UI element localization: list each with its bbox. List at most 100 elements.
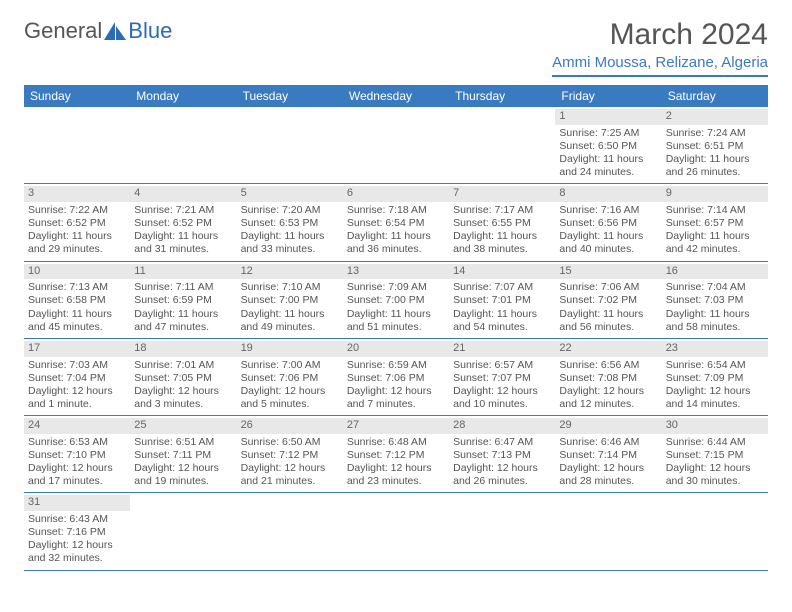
calendar-cell-empty (449, 107, 555, 184)
calendar-cell-empty (343, 493, 449, 570)
calendar-cell: 7 Sunrise: 7:17 AM Sunset: 6:55 PM Daylig… (449, 184, 555, 261)
day-details: Sunrise: 7:21 AM Sunset: 6:52 PM Dayligh… (134, 204, 232, 257)
day-number: 13 (343, 264, 449, 280)
weekday-header: Thursday (449, 85, 555, 107)
day-details: Sunrise: 7:01 AM Sunset: 7:05 PM Dayligh… (134, 359, 232, 412)
day-details: Sunrise: 7:16 AM Sunset: 6:56 PM Dayligh… (559, 204, 657, 257)
day-number: 12 (237, 264, 343, 280)
calendar-cell-empty (130, 107, 236, 184)
day-details: Sunrise: 7:24 AM Sunset: 6:51 PM Dayligh… (666, 127, 764, 180)
day-number: 25 (130, 418, 236, 434)
day-details: Sunrise: 6:57 AM Sunset: 7:07 PM Dayligh… (453, 359, 551, 412)
calendar-cell: 20 Sunrise: 6:59 AM Sunset: 7:06 PM Dayli… (343, 338, 449, 415)
day-number: 4 (130, 186, 236, 202)
day-details: Sunrise: 7:13 AM Sunset: 6:58 PM Dayligh… (28, 281, 126, 334)
day-number: 29 (555, 418, 661, 434)
calendar-cell-empty (449, 493, 555, 570)
day-details: Sunrise: 7:25 AM Sunset: 6:50 PM Dayligh… (559, 127, 657, 180)
calendar-cell: 15Sunrise: 7:06 AM Sunset: 7:02 PM Dayli… (555, 261, 661, 338)
day-number: 31 (24, 495, 130, 511)
day-number: 7 (449, 186, 555, 202)
weekday-header: Saturday (662, 85, 768, 107)
calendar-cell: 19Sunrise: 7:00 AM Sunset: 7:06 PM Dayli… (237, 338, 343, 415)
calendar-cell: 29Sunrise: 6:46 AM Sunset: 7:14 PM Dayli… (555, 416, 661, 493)
calendar-cell: 31 Sunrise: 6:43 AM Sunset: 7:16 PM Dayli… (24, 493, 130, 570)
day-number: 9 (662, 186, 768, 202)
weekday-header: Sunday (24, 85, 130, 107)
day-number: 18 (130, 341, 236, 357)
calendar-cell: 3 Sunrise: 7:22 AM Sunset: 6:52 PM Daylig… (24, 184, 130, 261)
calendar-cell-empty (343, 107, 449, 184)
brand-logo: General Blue (24, 18, 172, 44)
day-number: 27 (343, 418, 449, 434)
calendar-cell: 16Sunrise: 7:04 AM Sunset: 7:03 PM Dayli… (662, 261, 768, 338)
day-details: Sunrise: 6:43 AM Sunset: 7:16 PM Dayligh… (28, 513, 126, 566)
day-number: 23 (662, 341, 768, 357)
day-number: 21 (449, 341, 555, 357)
day-details: Sunrise: 6:47 AM Sunset: 7:13 PM Dayligh… (453, 436, 551, 489)
day-details: Sunrise: 7:09 AM Sunset: 7:00 PM Dayligh… (347, 281, 445, 334)
header: General Blue March 2024 Ammi Moussa, Rel… (24, 18, 768, 77)
day-details: Sunrise: 6:48 AM Sunset: 7:12 PM Dayligh… (347, 436, 445, 489)
calendar-cell: 14Sunrise: 7:07 AM Sunset: 7:01 PM Dayli… (449, 261, 555, 338)
day-number: 11 (130, 264, 236, 280)
calendar-cell: 17 Sunrise: 7:03 AM Sunset: 7:04 PM Dayli… (24, 338, 130, 415)
calendar-cell: 21 Sunrise: 6:57 AM Sunset: 7:07 PM Dayli… (449, 338, 555, 415)
day-details: Sunrise: 7:17 AM Sunset: 6:55 PM Dayligh… (453, 204, 551, 257)
calendar-cell: 13Sunrise: 7:09 AM Sunset: 7:00 PM Dayli… (343, 261, 449, 338)
day-details: Sunrise: 7:18 AM Sunset: 6:54 PM Dayligh… (347, 204, 445, 257)
day-number: 14 (449, 264, 555, 280)
calendar-table: SundayMondayTuesdayWednesdayThursdayFrid… (24, 85, 768, 571)
day-number: 16 (662, 264, 768, 280)
day-number: 1 (555, 109, 661, 125)
calendar-cell: 6Sunrise: 7:18 AM Sunset: 6:54 PM Daylig… (343, 184, 449, 261)
day-details: Sunrise: 7:20 AM Sunset: 6:53 PM Dayligh… (241, 204, 339, 257)
day-number: 30 (662, 418, 768, 434)
title-block: March 2024 Ammi Moussa, Relizane, Algeri… (552, 18, 768, 77)
calendar-cell: 30 Sunrise: 6:44 AM Sunset: 7:15 PM Dayli… (662, 416, 768, 493)
day-number: 10 (24, 264, 130, 280)
sail-icon (104, 22, 126, 40)
calendar-cell: 9Sunrise: 7:14 AM Sunset: 6:57 PM Daylig… (662, 184, 768, 261)
calendar-cell: 25 Sunrise: 6:51 AM Sunset: 7:11 PM Dayli… (130, 416, 236, 493)
day-details: Sunrise: 7:00 AM Sunset: 7:06 PM Dayligh… (241, 359, 339, 412)
brand-part2: Blue (128, 18, 172, 44)
calendar-cell: 12Sunrise: 7:10 AM Sunset: 7:00 PM Dayli… (237, 261, 343, 338)
day-number: 8 (555, 186, 661, 202)
calendar-cell: 24 Sunrise: 6:53 AM Sunset: 7:10 PM Dayli… (24, 416, 130, 493)
calendar-cell-empty (555, 493, 661, 570)
calendar-cell: 22Sunrise: 6:56 AM Sunset: 7:08 PM Dayli… (555, 338, 661, 415)
page-subtitle: Ammi Moussa, Relizane, Algeria (552, 54, 768, 77)
calendar-cell: 26 Sunrise: 6:50 AM Sunset: 7:12 PM Dayli… (237, 416, 343, 493)
calendar-cell-empty (662, 493, 768, 570)
day-details: Sunrise: 6:44 AM Sunset: 7:15 PM Dayligh… (666, 436, 764, 489)
day-details: Sunrise: 7:07 AM Sunset: 7:01 PM Dayligh… (453, 281, 551, 334)
day-number: 5 (237, 186, 343, 202)
page-title: March 2024 (552, 18, 768, 52)
calendar-cell: 11Sunrise: 7:11 AM Sunset: 6:59 PM Dayli… (130, 261, 236, 338)
day-number: 22 (555, 341, 661, 357)
weekday-header: Wednesday (343, 85, 449, 107)
day-number: 20 (343, 341, 449, 357)
day-number: 26 (237, 418, 343, 434)
day-details: Sunrise: 6:54 AM Sunset: 7:09 PM Dayligh… (666, 359, 764, 412)
calendar-cell: 18 Sunrise: 7:01 AM Sunset: 7:05 PM Dayli… (130, 338, 236, 415)
day-details: Sunrise: 7:06 AM Sunset: 7:02 PM Dayligh… (559, 281, 657, 334)
day-details: Sunrise: 7:11 AM Sunset: 6:59 PM Dayligh… (134, 281, 232, 334)
day-number: 3 (24, 186, 130, 202)
calendar-cell: 1 Sunrise: 7:25 AM Sunset: 6:50 PM Daylig… (555, 107, 661, 184)
day-details: Sunrise: 7:04 AM Sunset: 7:03 PM Dayligh… (666, 281, 764, 334)
calendar-cell: 4 Sunrise: 7:21 AM Sunset: 6:52 PM Daylig… (130, 184, 236, 261)
day-details: Sunrise: 6:51 AM Sunset: 7:11 PM Dayligh… (134, 436, 232, 489)
calendar-cell: 2Sunrise: 7:24 AM Sunset: 6:51 PM Daylig… (662, 107, 768, 184)
day-details: Sunrise: 7:03 AM Sunset: 7:04 PM Dayligh… (28, 359, 126, 412)
day-details: Sunrise: 7:22 AM Sunset: 6:52 PM Dayligh… (28, 204, 126, 257)
calendar-cell: 27 Sunrise: 6:48 AM Sunset: 7:12 PM Dayli… (343, 416, 449, 493)
day-details: Sunrise: 6:53 AM Sunset: 7:10 PM Dayligh… (28, 436, 126, 489)
day-details: Sunrise: 6:50 AM Sunset: 7:12 PM Dayligh… (241, 436, 339, 489)
day-number: 24 (24, 418, 130, 434)
day-number: 28 (449, 418, 555, 434)
day-number: 17 (24, 341, 130, 357)
weekday-header: Friday (555, 85, 661, 107)
day-details: Sunrise: 6:59 AM Sunset: 7:06 PM Dayligh… (347, 359, 445, 412)
